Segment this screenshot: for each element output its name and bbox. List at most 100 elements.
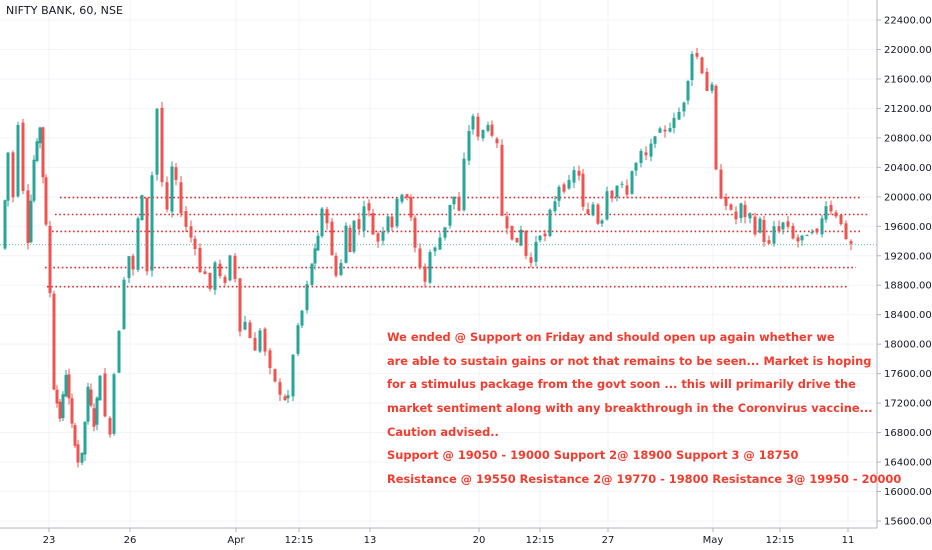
candle-body [600,220,604,224]
price-tick-label: 20000.00 [884,192,932,203]
time-tick-label: 20 [473,535,486,546]
time-tick-label: 12:15 [766,535,795,546]
price-tick-label: 16400.00 [884,458,932,469]
candle-body [55,389,59,404]
candle-body [334,255,338,276]
price-axis-background [877,0,932,550]
candle-body [719,169,723,199]
candle-body [510,225,514,240]
candle-body [639,150,643,164]
candle-body [286,395,290,399]
note-line: Resistance @ 19550 Resistance 2@ 19770 -… [387,472,902,487]
note-line: market sentiment along with any breakthr… [387,401,873,416]
price-tick-label: 21200.00 [884,104,932,115]
price-tick-label: 16800.00 [884,428,932,439]
candle-body [577,170,581,176]
candle-body [38,127,42,144]
candle-body [117,331,121,373]
candle-body [95,397,99,425]
candle-body [11,152,15,198]
candle-body [35,141,39,161]
candlestick-series [3,47,853,468]
candle-body [136,218,140,270]
time-tick-label: 27 [602,535,615,546]
candle-body [428,252,432,283]
candle-body [357,219,361,230]
note-line: We ended @ Support on Friday and should … [387,330,835,344]
candle-body [203,271,207,275]
candle-body [739,203,743,219]
candle-body [567,179,571,189]
candle-body [844,223,848,239]
candle-body [457,197,461,211]
candle-body [610,190,614,199]
note-line: Support @ 19050 - 19000 Support 2@ 18900… [387,448,799,463]
candle-body [409,197,413,218]
candle-body [418,248,422,268]
candle-body [300,310,304,326]
candle-body [524,230,528,256]
candle-body [310,263,314,285]
candle-body [3,200,7,249]
candle-body [233,255,237,279]
time-tick-label: May [703,535,724,546]
candle-body [145,197,149,272]
candle-body [553,201,557,212]
time-tick-label: 13 [364,535,377,546]
candle-body [824,206,828,220]
candle-body [519,229,523,246]
candle-body [193,238,197,249]
candle-body [29,200,33,243]
candle-body [213,262,217,290]
candle-body [52,293,56,390]
candle-body [653,136,657,144]
note-line: are able to sustain gains or not that re… [387,353,872,368]
candle-body [743,204,747,218]
candle-body [362,206,366,231]
candle-body [572,170,576,183]
candle-body [32,159,36,201]
time-axis[interactable]: 23 26 Apr 12:15 13 20 12:15 27 May 12:15 11 [0,527,877,550]
candle-body [438,237,442,250]
candle-body [581,173,585,207]
candle-body [339,263,343,275]
candle-body [218,263,222,277]
candle-body [238,278,242,332]
candle-body [467,131,471,161]
candle-body [476,116,480,137]
candle-body [248,322,252,339]
candle-body [500,144,504,216]
candle-body [184,211,188,227]
price-tick-label: 16000.00 [884,487,932,498]
candle-body [112,374,116,434]
price-tick-label: 18000.00 [884,340,932,351]
symbol-title[interactable]: NIFTY BANK, 60, NSE [6,4,124,17]
candle-body [481,129,485,139]
candle-body [86,386,90,422]
candle-body [762,219,766,242]
candle-body [815,228,819,233]
candle-body [348,227,352,253]
candle-body [724,197,728,206]
candle-body [83,421,87,455]
candle-body [562,184,566,192]
candle-body [263,328,267,352]
candle-body [376,233,380,242]
time-tick-label: 23 [43,535,56,546]
candle-body [515,237,519,243]
candle-body [557,186,561,201]
candle-body [729,204,733,210]
candle-body [705,71,709,92]
candle-body [452,196,456,205]
chart-grid [0,0,877,528]
price-tick-label: 21600.00 [884,74,932,85]
candle-body [165,182,169,210]
candle-body [625,185,629,195]
price-axis[interactable]: 22400.00 22000.00 21600.00 21200.00 20800.00… [876,0,932,550]
candle-body [61,394,65,419]
candle-body [777,226,781,232]
candle-body [644,152,648,156]
candle-body [800,235,804,241]
candle-body [672,117,676,128]
